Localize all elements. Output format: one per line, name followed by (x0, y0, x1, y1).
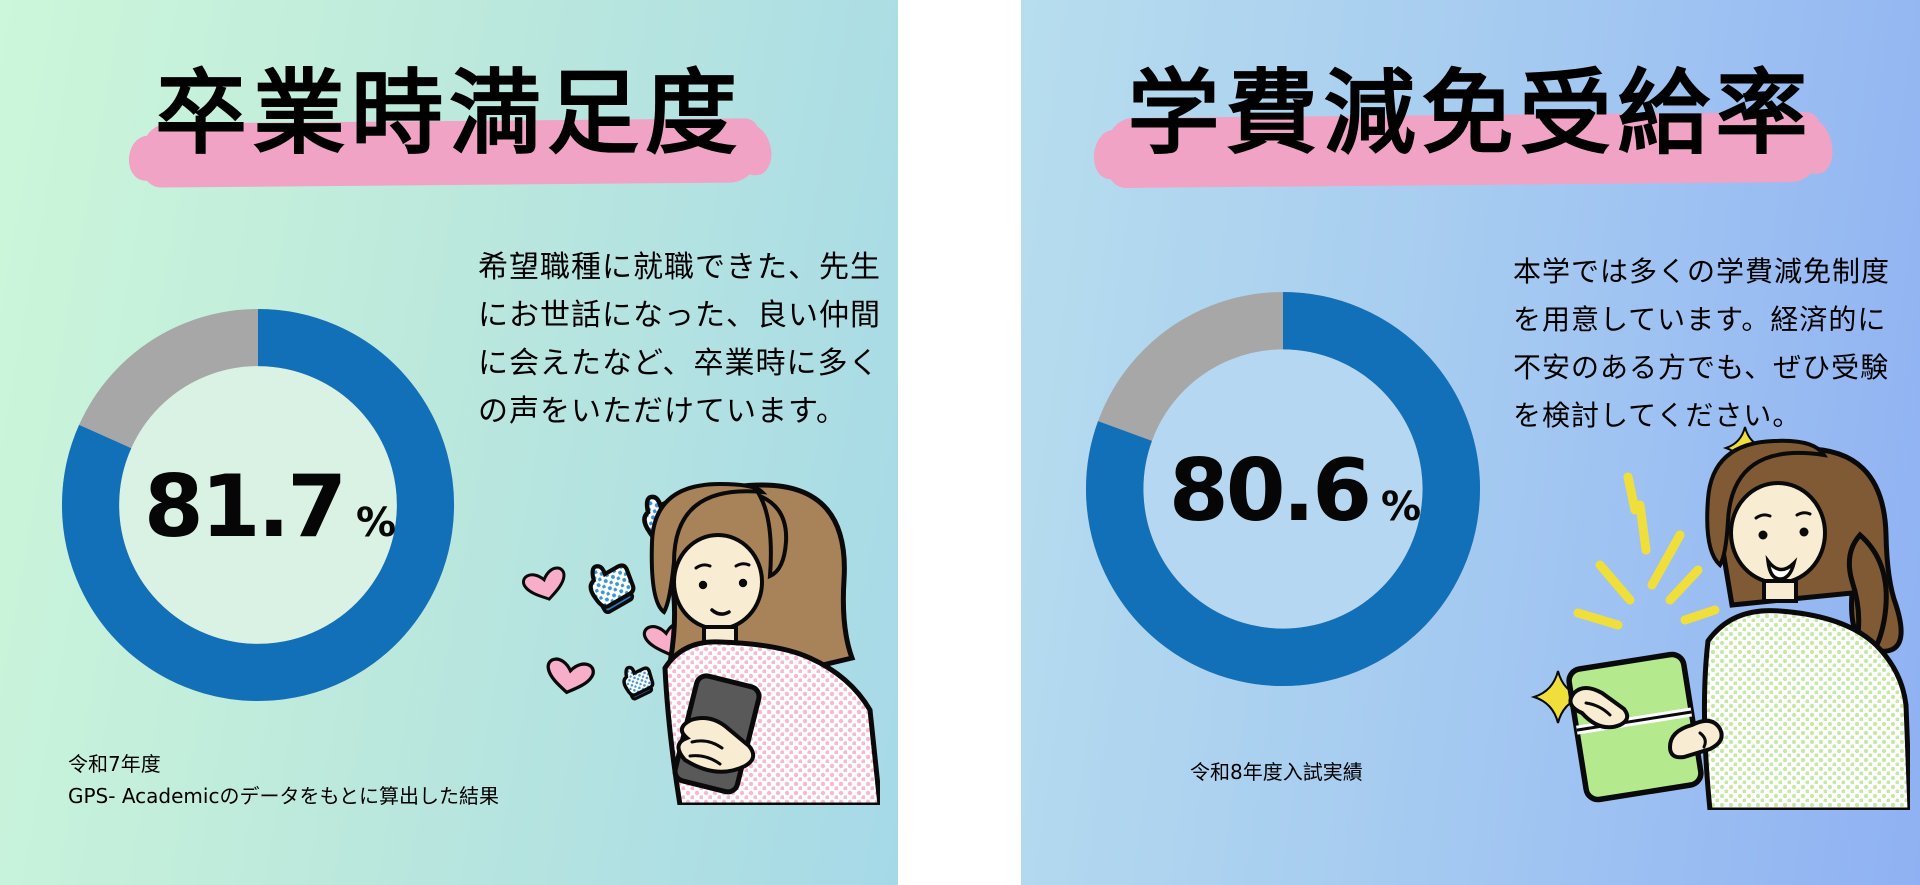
heart-icon (546, 657, 595, 695)
donut-hole (118, 365, 398, 645)
description-line: を用意しています。経済的に (1513, 303, 1887, 336)
description-line: にお世話になった、良い仲間 (478, 298, 881, 333)
footnote: 令和7年度 GPS- Academicのデータをもとに算出した結果 (68, 748, 499, 812)
hair-fringe (649, 481, 768, 615)
eyebrow (1754, 513, 1772, 520)
neck (1762, 579, 1798, 603)
donut-svg (61, 308, 455, 702)
book (1566, 651, 1704, 803)
donut-center-label: 80.6 % (1085, 291, 1481, 687)
donut-hole (1142, 348, 1424, 630)
eyebrow (1795, 511, 1812, 517)
thumbs-up-icon (588, 563, 636, 615)
eye (738, 578, 748, 588)
description-line: 希望職種に就職できた、先生 (478, 250, 881, 285)
description-line: に会えたなど、卒業時に多く (478, 346, 880, 381)
description-line: 不安のある方でも、ぜひ受験 (1513, 351, 1890, 384)
description: 本学では多くの学費減免制度 を用意しています。経済的に 不安のある方でも、ぜひ受… (1513, 248, 1890, 440)
mouth (710, 608, 731, 616)
percent-value: 80.6 (1168, 441, 1372, 541)
donut-center-label: 81.7 % (61, 308, 455, 702)
hand-fingers (1584, 701, 1707, 749)
illustration-woman-phone-likes (522, 481, 880, 805)
eyebrow (734, 562, 751, 568)
woman-figure (649, 481, 880, 805)
footnote-line: 令和7年度 (68, 752, 161, 776)
panel-tuition-reduction: 学費減免受給率 80.6 % 本学では多くの学費減免制度 を用意しています。経済… (1021, 0, 1920, 885)
burst-dashes (1573, 472, 1720, 630)
mouth-open (1765, 554, 1798, 581)
page-title-graduation: 卒業時満足度 (154, 60, 743, 167)
eyebrow (694, 563, 712, 570)
hand-fingers (688, 739, 724, 766)
panel-graduation-satisfaction: 卒業時満足度 81.7 % 希望職種に就職できた、先生 にお世話になった、良い仲… (0, 0, 898, 885)
donut-svg (1085, 291, 1481, 687)
thumbs-up-icon (622, 665, 655, 701)
page-title-tuition: 学費減免受給率 (1127, 60, 1814, 167)
eye (1799, 527, 1809, 537)
illustration-woman-book-sparkles (1530, 426, 1910, 810)
woman-figure (1566, 438, 1910, 810)
eye (698, 580, 708, 590)
description-line: の声をいただけています。 (478, 394, 847, 429)
hair-side (755, 491, 789, 580)
panel-divider (898, 0, 1021, 885)
heart-icon (522, 566, 566, 601)
donut-value-arc (1086, 291, 1480, 686)
footnote: 令和8年度入試実績 (1190, 756, 1363, 788)
eye (1758, 530, 1768, 540)
hair-fringe (1705, 438, 1829, 569)
footnote-line: GPS- Academicのデータをもとに算出した結果 (68, 784, 500, 808)
description-line: を検討してください。 (1513, 399, 1802, 432)
description-line: 本学では多くの学費減免制度 (1513, 255, 1891, 288)
hand (1667, 718, 1724, 760)
percent-unit: % (356, 500, 397, 546)
description: 希望職種に就職できた、先生 にお世話になった、良い仲間 に会えたなど、卒業時に多… (478, 244, 881, 436)
donut-chart-tuition: 80.6 % (1085, 291, 1481, 687)
footnote-line: 令和8年度入試実績 (1190, 760, 1363, 784)
percent-value: 81.7 (143, 457, 347, 557)
donut-value-arc (62, 308, 454, 702)
donut-chart-graduation: 81.7 % (61, 308, 455, 702)
percent-unit: % (1381, 484, 1422, 530)
